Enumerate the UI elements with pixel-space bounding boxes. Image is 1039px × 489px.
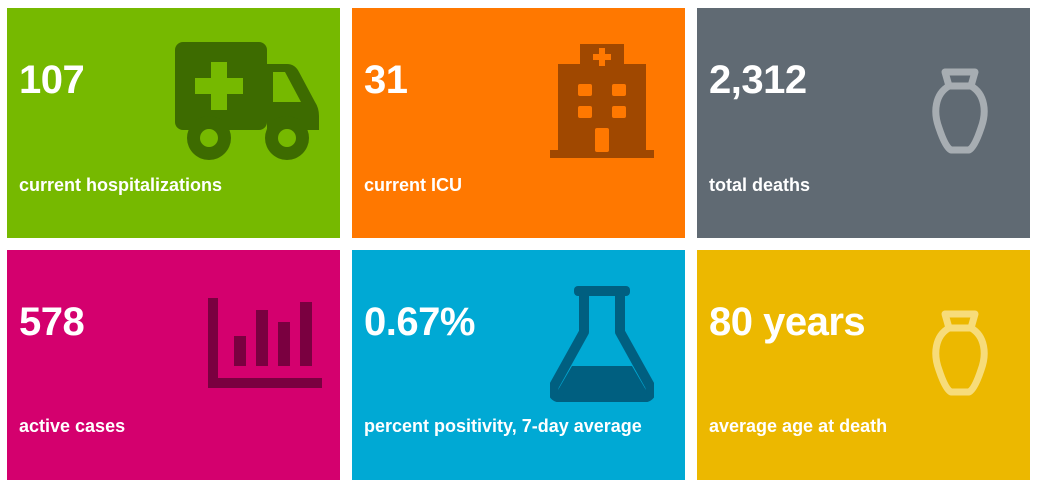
urn-icon [929, 66, 991, 156]
urn-icon [929, 308, 991, 398]
average-age-label: average age at death [709, 416, 888, 436]
ambulance-icon [175, 42, 321, 164]
hospital-icon [550, 44, 654, 160]
active-cases-label: active cases [19, 416, 126, 436]
bar-chart-icon [204, 298, 322, 388]
total-deaths-value: 2,312 [709, 58, 807, 102]
total-deaths-label: total deaths [709, 175, 811, 195]
active-cases-value: 578 [19, 300, 85, 344]
hospitalizations-label: current hospitalizations [19, 175, 223, 195]
average-age-value: 80 years [709, 300, 866, 344]
flask-icon [550, 286, 654, 402]
stat-tile-active-cases: 578 active cases [7, 250, 340, 480]
percent-positivity-label: percent positivity, 7-day average [364, 416, 642, 436]
stats-grid: 107 current hospitalizations [7, 8, 1031, 482]
stat-tile-percent-positivity: 0.67% percent positivity, 7-day average [352, 250, 685, 480]
stat-tile-hospitalizations: 107 current hospitalizations [7, 8, 340, 238]
icu-label: current ICU [364, 175, 463, 195]
stat-tile-average-age: 80 years average age at death [697, 250, 1030, 480]
icu-value: 31 [364, 58, 408, 102]
percent-positivity-value: 0.67% [364, 300, 475, 344]
stat-tile-icu: 31 current ICU [352, 8, 685, 238]
stat-tile-total-deaths: 2,312 total deaths [697, 8, 1030, 238]
hospitalizations-value: 107 [19, 58, 85, 102]
